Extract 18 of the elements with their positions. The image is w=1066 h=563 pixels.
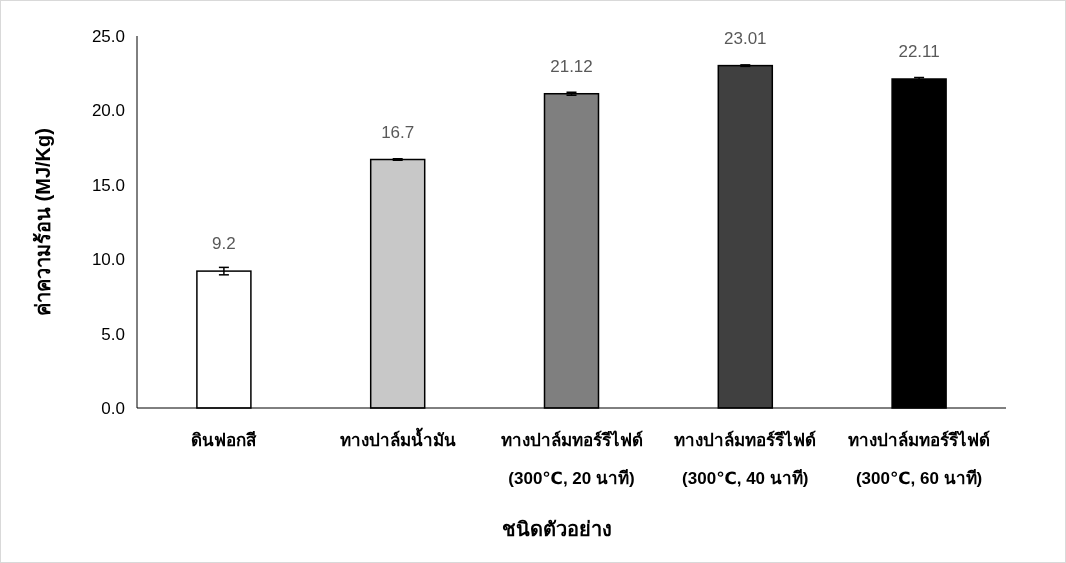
data-label: 22.11 — [898, 42, 940, 61]
y-tick-label: 10.0 — [91, 250, 125, 270]
x-axis-title: ชนิดตัวอย่าง — [501, 518, 612, 540]
y-tick-label: 0.0 — [101, 399, 125, 418]
y-axis-title: ค่าความร้อน (MJ/Kg) — [32, 128, 54, 316]
data-label: 21.12 — [550, 56, 593, 76]
x-tick-label: ดินฟอกสี — [191, 430, 258, 450]
x-tick-label: ทางปาล์มทอร์รีไฟด์ (300℃, 60 นาที) — [848, 430, 991, 488]
x-tick-label: ทางปาล์มทอร์รีไฟด์ (300℃, 20 นาที) — [500, 430, 643, 488]
x-tick-label: ทางปาล์มน้ำมัน — [339, 427, 456, 450]
y-tick-label: 5.0 — [101, 324, 125, 344]
x-tick-label: ทางปาล์มทอร์รีไฟด์ (300℃, 40 นาที) — [674, 430, 817, 488]
y-tick-label: 20.0 — [91, 101, 125, 121]
data-label: 16.7 — [381, 122, 415, 142]
data-label: 23.01 — [724, 28, 767, 48]
y-tick-label: 15.0 — [91, 175, 125, 195]
y-tick-label: 25.0 — [91, 27, 125, 46]
data-label: 9.2 — [212, 234, 236, 254]
